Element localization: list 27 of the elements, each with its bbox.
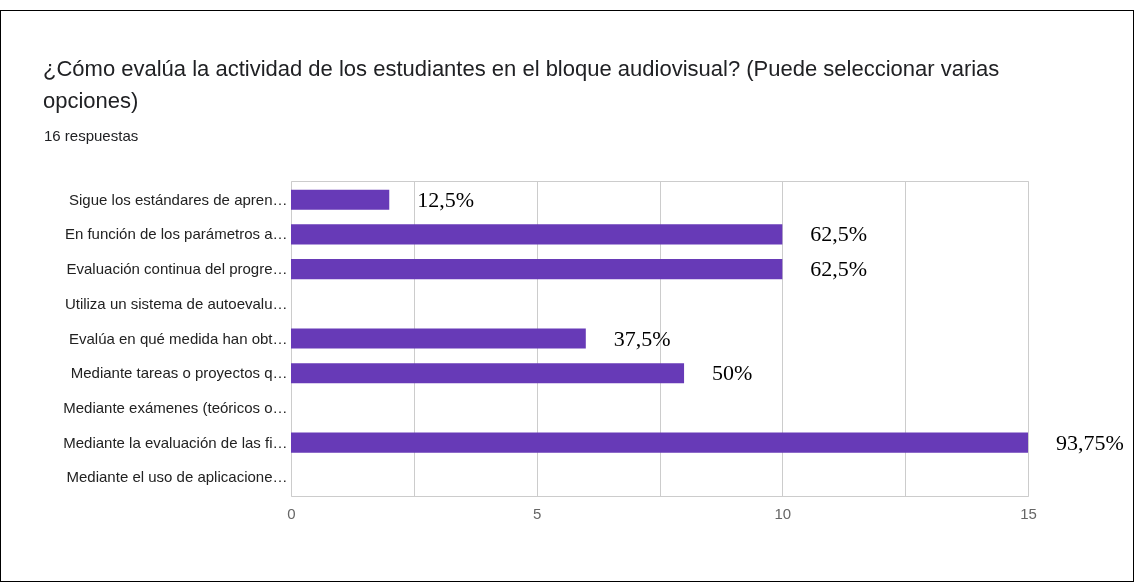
annotation: 50% bbox=[712, 360, 753, 386]
x-tick-label: 5 bbox=[532, 504, 542, 522]
x-tick-label: 0 bbox=[287, 504, 296, 522]
annotation: 62,5% bbox=[810, 221, 868, 247]
bar bbox=[291, 363, 685, 384]
annotation: 12,5% bbox=[417, 186, 475, 212]
chart-title: ¿Cómo evalúa la actividad de los estudiantes en el bloque audiovisual? (Puede seleccionar varias opciones) bbox=[43, 55, 1001, 115]
y-tick-label: Evalúa en qué medida han obt… bbox=[69, 329, 288, 347]
y-tick-label: Mediante el uso de aplicacione… bbox=[66, 468, 288, 486]
annotation: 62,5% bbox=[810, 256, 868, 282]
y-tick-label: En función de los parámetros a… bbox=[64, 225, 288, 243]
y-tick-label: Evaluación continua del progre… bbox=[66, 260, 288, 278]
y-tick-label: Sigue los estándares de apren… bbox=[69, 190, 288, 208]
annotation: 93,75% bbox=[1056, 429, 1124, 455]
y-tick-label: Mediante exámenes (teóricos o… bbox=[63, 398, 288, 416]
annotation: 37,5% bbox=[613, 325, 671, 351]
bar bbox=[291, 432, 1028, 453]
text: 16 respuestas bbox=[44, 127, 139, 144]
bar bbox=[291, 224, 783, 245]
bar bbox=[291, 328, 586, 349]
x-tick-label: 15 bbox=[1020, 504, 1037, 522]
bar bbox=[291, 259, 783, 280]
bar bbox=[291, 189, 390, 210]
y-tick-label: Mediante tareas o proyectos q… bbox=[70, 364, 288, 382]
x-tick-label: 10 bbox=[774, 504, 792, 522]
y-tick-label: Utiliza un sistema de autoevalu… bbox=[64, 294, 288, 312]
y-tick-label: Mediante la evaluación de las fi… bbox=[63, 433, 288, 451]
